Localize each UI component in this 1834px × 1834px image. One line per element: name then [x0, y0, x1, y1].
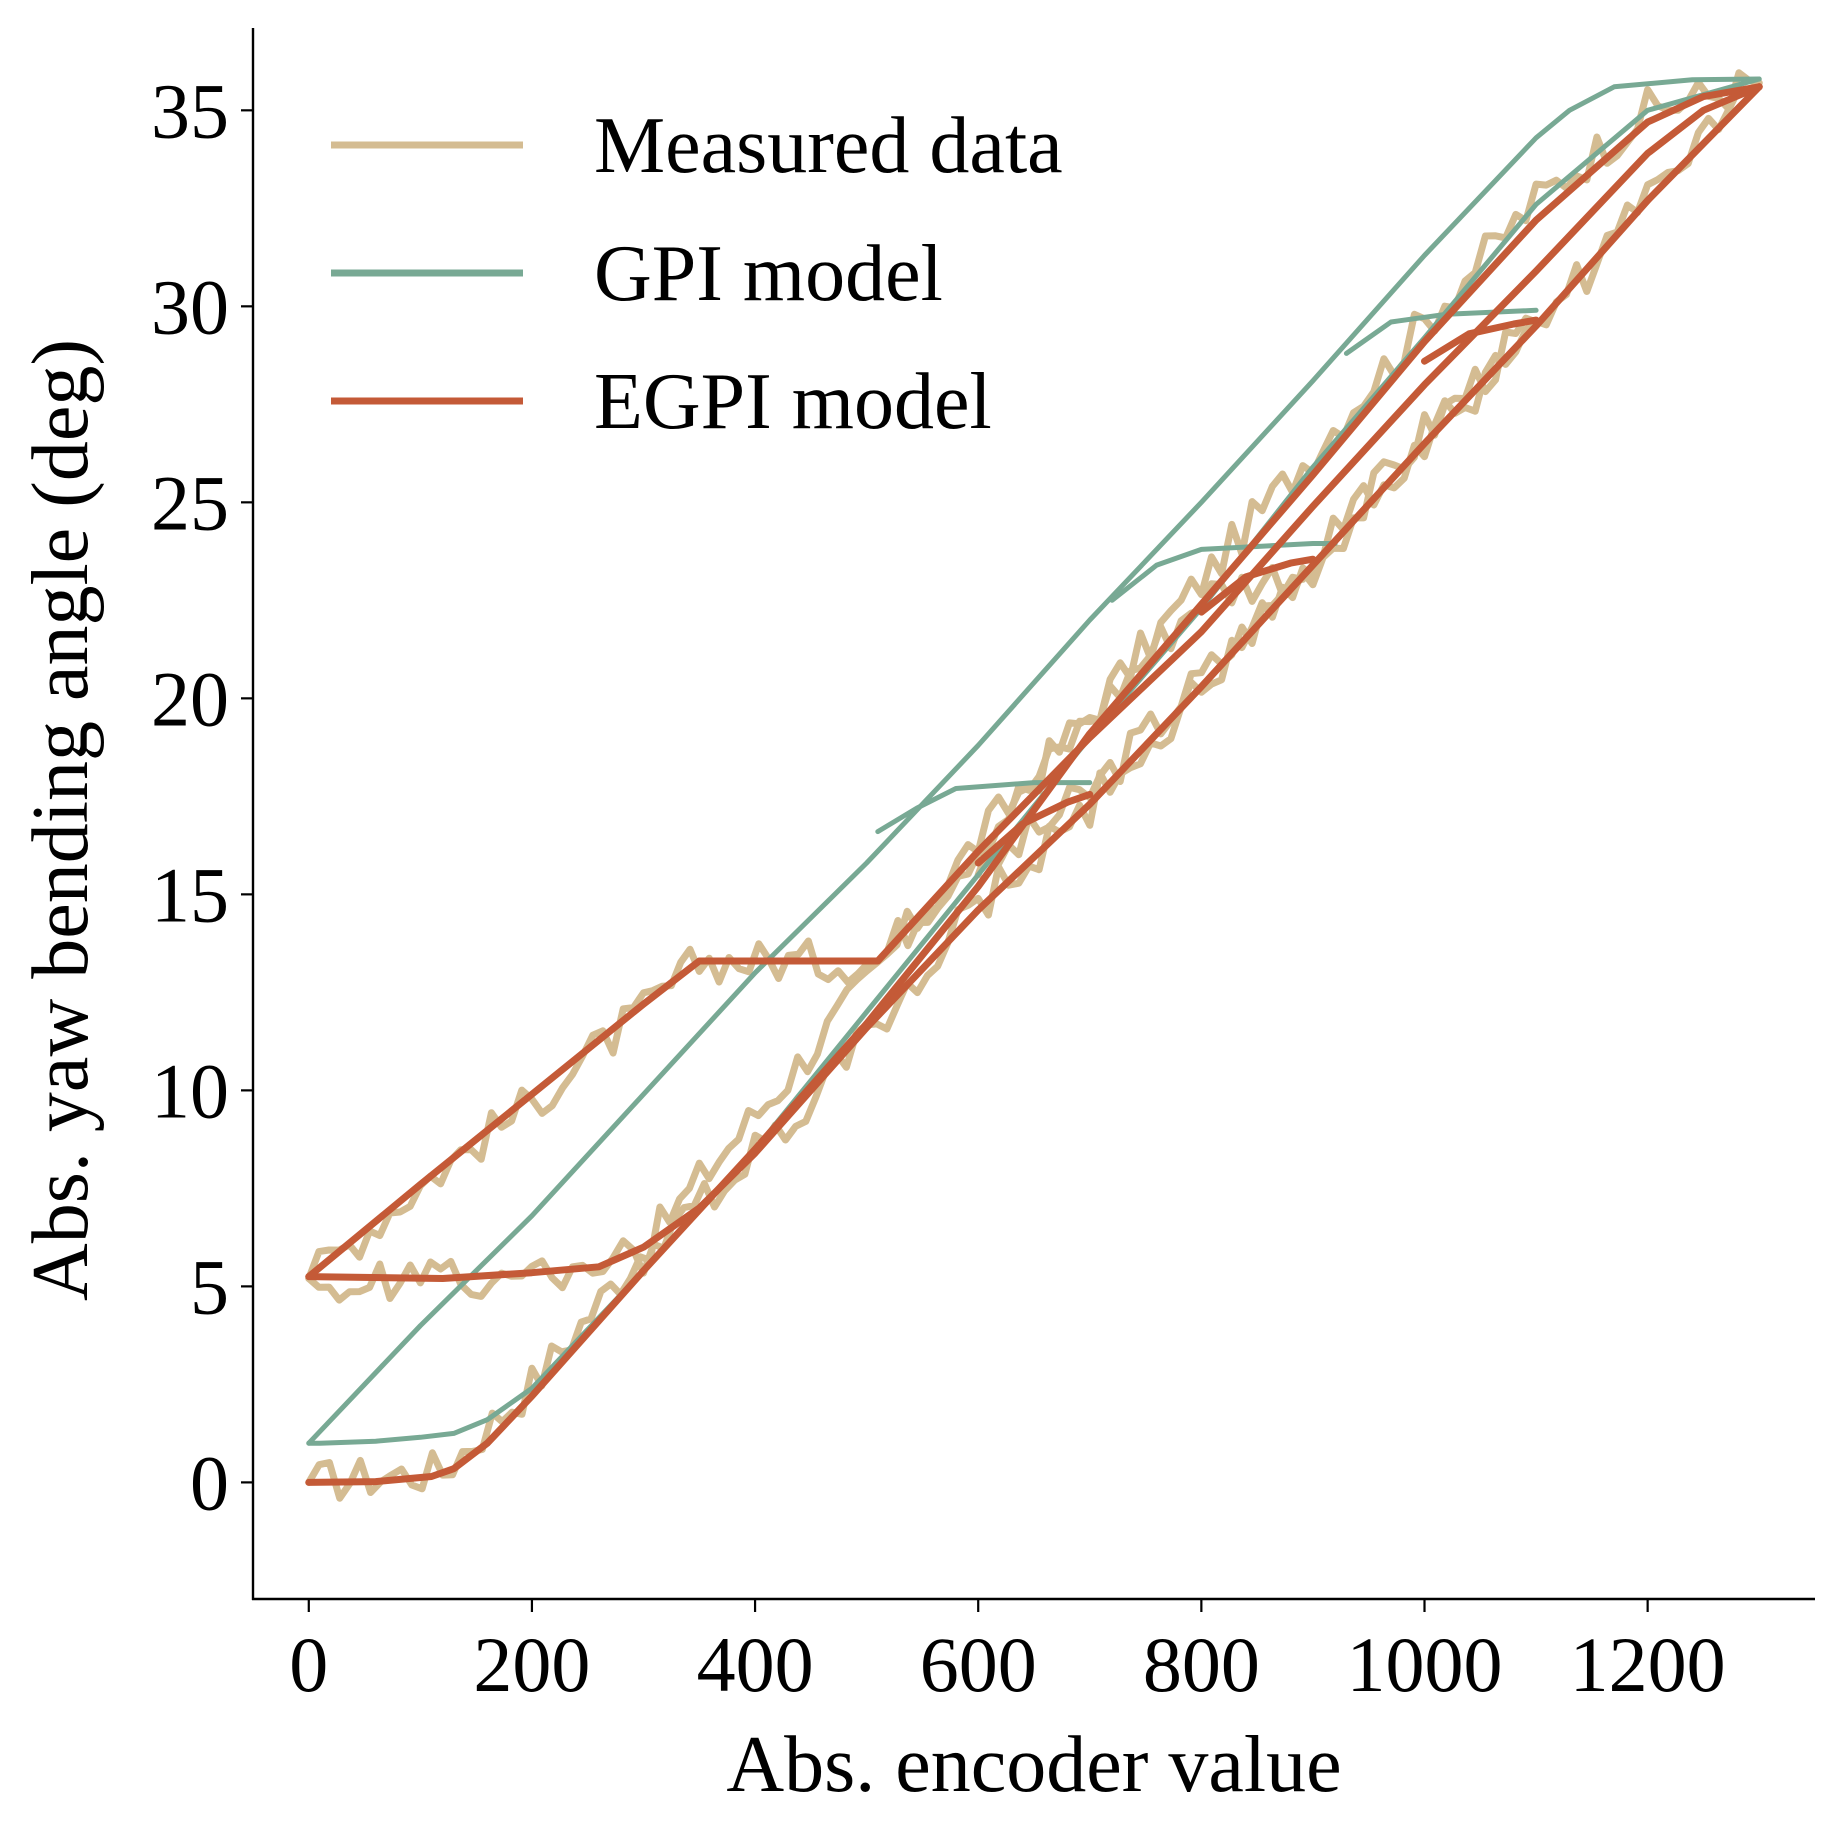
x-tick-label-1000: 1000 — [1347, 1621, 1503, 1708]
series-egpi-model — [305, 83, 1763, 1486]
series-gpi-model — [306, 76, 1762, 1446]
y-tick-label-5: 5 — [190, 1243, 229, 1330]
y-tick-label-15: 15 — [151, 851, 229, 938]
series-line-3-segment-1 — [305, 83, 1763, 1486]
axes — [251, 28, 1815, 1601]
y-tick-label-20: 20 — [151, 655, 229, 742]
y-tick-label-25: 25 — [151, 459, 229, 546]
x-tick-label-400: 400 — [697, 1621, 814, 1708]
y-tick-label-30: 30 — [151, 263, 229, 350]
series-line-2-segment-2 — [306, 76, 1762, 1446]
series-line-3-segment-4 — [974, 790, 1094, 867]
series-line-2-segment-1 — [306, 76, 1762, 1446]
legend-label-egpi-model: EGPI model — [594, 358, 992, 446]
x-ticks: 0 200 400 600 800 1000 1200 — [289, 1600, 1726, 1708]
x-tick-label-0: 0 — [289, 1621, 328, 1708]
y-tick-label-0: 0 — [190, 1439, 229, 1526]
legend-label-measured-data: Measured data — [594, 102, 1063, 190]
y-axis-label: Abs. yaw bending angle (deg) — [17, 339, 105, 1301]
legend: Measured data GPI model EGPI model — [331, 102, 1063, 446]
series-line-3-segment-5 — [1197, 555, 1317, 616]
series-line-3-segment-3 — [305, 83, 1763, 1281]
x-tick-label-800: 800 — [1143, 1621, 1260, 1708]
y-tick-label-10: 10 — [151, 1047, 229, 1134]
plot-series — [305, 69, 1763, 1502]
legend-label-gpi-model: GPI model — [594, 230, 943, 318]
series-measured-data — [305, 69, 1763, 1502]
series-line-2-segment-4 — [1109, 541, 1338, 603]
series-line-3-segment-6 — [1421, 316, 1540, 365]
y-tick-label-35: 35 — [151, 67, 229, 154]
series-line-1-segment-3 — [305, 561, 1317, 1282]
y-ticks: 0 5 10 15 20 25 30 35 — [151, 67, 253, 1526]
x-axis-label: Abs. encoder value — [726, 1721, 1341, 1809]
x-tick-label-600: 600 — [920, 1621, 1037, 1708]
x-tick-label-200: 200 — [473, 1621, 590, 1708]
series-line-3-segment-2 — [305, 83, 1763, 1282]
x-tick-label-1200: 1200 — [1570, 1621, 1726, 1708]
